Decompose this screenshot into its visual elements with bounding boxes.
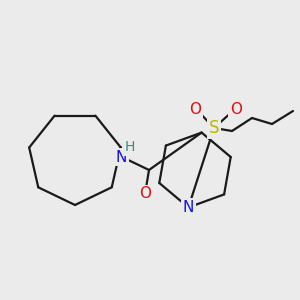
Text: O: O: [139, 187, 151, 202]
Text: O: O: [189, 103, 201, 118]
Text: N: N: [115, 149, 127, 164]
Text: N: N: [183, 200, 194, 215]
Text: H: H: [125, 140, 135, 154]
Text: S: S: [209, 119, 219, 137]
Text: O: O: [230, 103, 242, 118]
